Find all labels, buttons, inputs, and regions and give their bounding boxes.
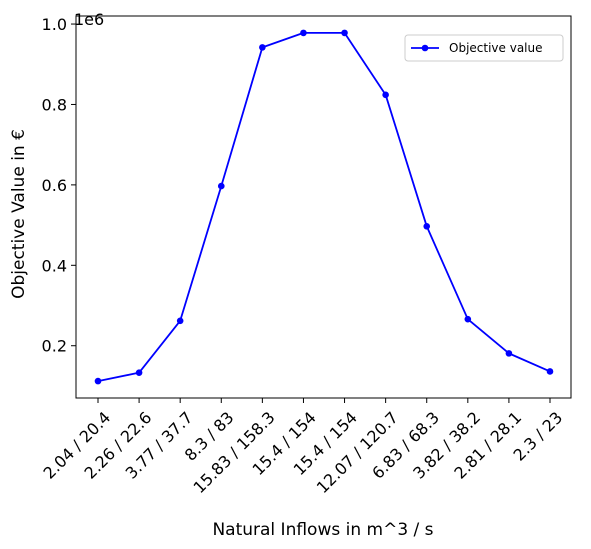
data-point [382, 91, 389, 99]
series-layer [94, 29, 554, 385]
data-point [423, 223, 431, 230]
x-axis-title: Natural Inflows in m^3 / s [212, 520, 433, 540]
plot-area [75, 15, 572, 399]
y-axis-title: Objective Value in € [9, 129, 29, 299]
legend-label: Objective value [449, 41, 543, 55]
legend-marker [421, 44, 429, 52]
data-point [94, 377, 102, 385]
data-point [546, 368, 554, 375]
data-point [217, 182, 225, 190]
series-line [97, 31, 551, 382]
y-tick-label: 0.8 [42, 95, 67, 114]
legend: Objective value [404, 34, 564, 62]
y-tick-label: 1.0 [42, 15, 67, 34]
y-axis-ticks: 0.2 0.4 0.6 0.8 1.0 [42, 15, 76, 356]
y-offset-label: 1e6 [74, 10, 104, 29]
data-point [300, 29, 307, 37]
y-tick-label: 0.4 [42, 256, 67, 275]
data-point [176, 317, 184, 325]
legend-box [404, 34, 564, 62]
x-axis-ticks: 2.04 / 20.42.26 / 22.63.77 / 37.78.3 / 8… [39, 398, 566, 497]
data-point [135, 369, 143, 376]
data-point [259, 44, 266, 51]
data-point [464, 315, 472, 323]
data-point [341, 29, 348, 37]
data-point [505, 350, 513, 357]
y-tick-label: 0.6 [42, 176, 67, 195]
y-tick-label: 0.2 [42, 337, 67, 356]
